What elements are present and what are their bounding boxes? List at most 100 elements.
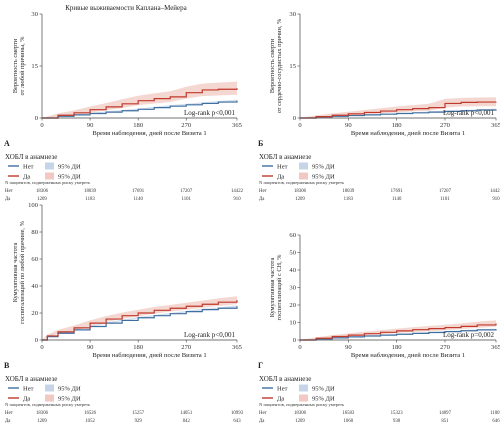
risk-cell: 15323 xyxy=(391,411,404,416)
legend-swatch-ci-no xyxy=(299,384,308,392)
y-axis-label-line: госпитализаций с СН, % xyxy=(276,254,283,321)
risk-cell: 16583 xyxy=(342,411,355,416)
legend-label-yes: Да xyxy=(23,396,30,403)
risk-cell: 17691 xyxy=(132,189,145,194)
risk-row-label: Нет xyxy=(259,411,268,416)
risk-row-label: Да xyxy=(259,197,265,202)
legend-swatch-ci-no xyxy=(299,162,308,170)
y-tick-label: 0 xyxy=(35,337,39,344)
y-tick-label: 60 xyxy=(289,232,296,239)
y-tick-label: 0 xyxy=(35,115,39,122)
risk-table-title: N пациентов, подверженных риску умереть xyxy=(5,402,90,408)
legend-label-ci-yes: 95% ДИ xyxy=(58,396,81,403)
series-line-yes xyxy=(300,101,497,119)
legend-label-yes: Да xyxy=(277,396,284,403)
risk-cell: 1209 xyxy=(295,419,305,424)
log-rank-pvalue: Log-rank p<0,001 xyxy=(184,331,235,339)
ci-band-yes xyxy=(42,296,237,340)
y-axis-label-line: Вероятность смерти xyxy=(12,38,19,93)
risk-row-label: Да xyxy=(5,197,11,202)
legend-title: ХОБЛ в анамнезе xyxy=(259,375,311,383)
risk-table-title: N пациентов, подверженных риску умереть xyxy=(259,180,344,186)
y-tick-label: 40 xyxy=(31,283,38,290)
legend-swatch-ci-no xyxy=(45,384,54,392)
y-tick-label: 20 xyxy=(289,302,296,309)
risk-cell: 1140 xyxy=(133,197,143,202)
legend-label-no: Нет xyxy=(277,386,288,393)
legend-title: ХОБЛ в анамнезе xyxy=(259,153,311,161)
y-tick-label: 40 xyxy=(289,267,296,274)
risk-cell: 14051 xyxy=(180,411,193,416)
panel-2: 0 20 40 60 80 100 0 90 180 270 365 Время наблюдения… xyxy=(4,202,244,424)
legend-label-no: Нет xyxy=(23,386,34,393)
x-tick-label: 270 xyxy=(440,122,451,129)
legend-label-ci-yes: 95% ДИ xyxy=(312,174,335,181)
ci-band-no xyxy=(42,305,237,340)
y-tick-label: 100 xyxy=(28,202,39,209)
legend-swatch-ci-no xyxy=(45,162,54,170)
y-axis-label: Вероятность смертиот сердечно-сосудистых… xyxy=(269,18,283,113)
risk-cell: 1183 xyxy=(85,197,95,202)
ci-band-yes xyxy=(300,97,496,118)
risk-cell: 14422 xyxy=(490,189,500,194)
risk-row-label: Нет xyxy=(259,189,268,194)
y-axis-label-line: Кумулятивная частота xyxy=(269,258,276,318)
x-axis-label: Время наблюдения, дней после Визита 1 xyxy=(351,352,465,359)
risk-cell: 18039 xyxy=(84,189,97,194)
y-axis-label-line: от любой причины, % xyxy=(19,36,26,96)
legend-title: ХОБЛ в анамнезе xyxy=(5,153,57,161)
log-rank-pvalue: Log-rank p<0,001 xyxy=(184,109,235,117)
x-tick-label: 180 xyxy=(133,344,144,351)
panel-1: 0 15 30 0 90 180 270 365 Время наблюдения, дней … xyxy=(258,11,500,202)
risk-cell: 1052 xyxy=(85,419,95,424)
risk-cell: 842 xyxy=(183,419,191,424)
y-axis-label: Вероятность смертиот любой причины, % xyxy=(12,36,26,96)
x-tick-label: 0 xyxy=(298,122,302,129)
risk-cell: 646 xyxy=(492,419,500,424)
risk-cell: 1060 xyxy=(344,419,354,424)
risk-cell: 1101 xyxy=(182,197,192,202)
legend-label-ci-yes: 95% ДИ xyxy=(58,174,81,181)
risk-cell: 11007 xyxy=(490,411,500,416)
legend-swatch-ci-yes xyxy=(45,172,54,180)
x-tick-label: 180 xyxy=(392,122,403,129)
legend-label-ci-yes: 95% ДИ xyxy=(312,396,335,403)
y-tick-label: 80 xyxy=(31,229,38,236)
risk-cell: 10993 xyxy=(231,411,244,416)
x-tick-label: 270 xyxy=(181,344,192,351)
legend-label-no: Нет xyxy=(23,164,34,171)
panel-label: Б xyxy=(258,139,263,148)
risk-cell: 1183 xyxy=(344,197,354,202)
x-tick-label: 365 xyxy=(232,344,243,351)
series-line-yes xyxy=(300,323,497,341)
x-tick-label: 90 xyxy=(345,122,352,129)
panel-label: А xyxy=(4,139,10,148)
risk-cell: 1209 xyxy=(295,197,305,202)
risk-cell: 938 xyxy=(393,419,401,424)
risk-cell: 910 xyxy=(492,197,500,202)
series-line-no xyxy=(42,306,238,341)
risk-table-title: N пациентов, подверженных риску умереть xyxy=(259,402,344,408)
x-tick-label: 0 xyxy=(40,122,44,129)
panel-0: 0 15 30 0 90 180 270 365 Время наблюдения, дней … xyxy=(4,11,244,202)
risk-cell: 18306 xyxy=(36,411,49,416)
x-tick-label: 90 xyxy=(87,344,94,351)
legend-label-ci-no: 95% ДИ xyxy=(312,386,335,393)
risk-cell: 18306 xyxy=(294,411,307,416)
risk-cell: 1209 xyxy=(37,419,47,424)
x-axis-label: Время наблюдения, дней после Визита 1 xyxy=(92,130,206,137)
y-tick-label: 0 xyxy=(293,115,297,122)
x-tick-label: 0 xyxy=(40,344,44,351)
x-tick-label: 270 xyxy=(440,344,451,351)
risk-cell: 643 xyxy=(233,419,241,424)
risk-cell: 1101 xyxy=(440,197,450,202)
y-tick-label: 10 xyxy=(289,320,296,327)
y-axis-label-line: госпитализаций по любой причине, % xyxy=(19,220,26,323)
x-tick-label: 180 xyxy=(392,344,403,351)
legend-title: ХОБЛ в анамнезе xyxy=(5,375,57,383)
x-tick-label: 365 xyxy=(491,344,500,351)
risk-cell: 929 xyxy=(135,419,143,424)
panel-label: Г xyxy=(258,361,263,370)
risk-cell: 16526 xyxy=(84,411,97,416)
